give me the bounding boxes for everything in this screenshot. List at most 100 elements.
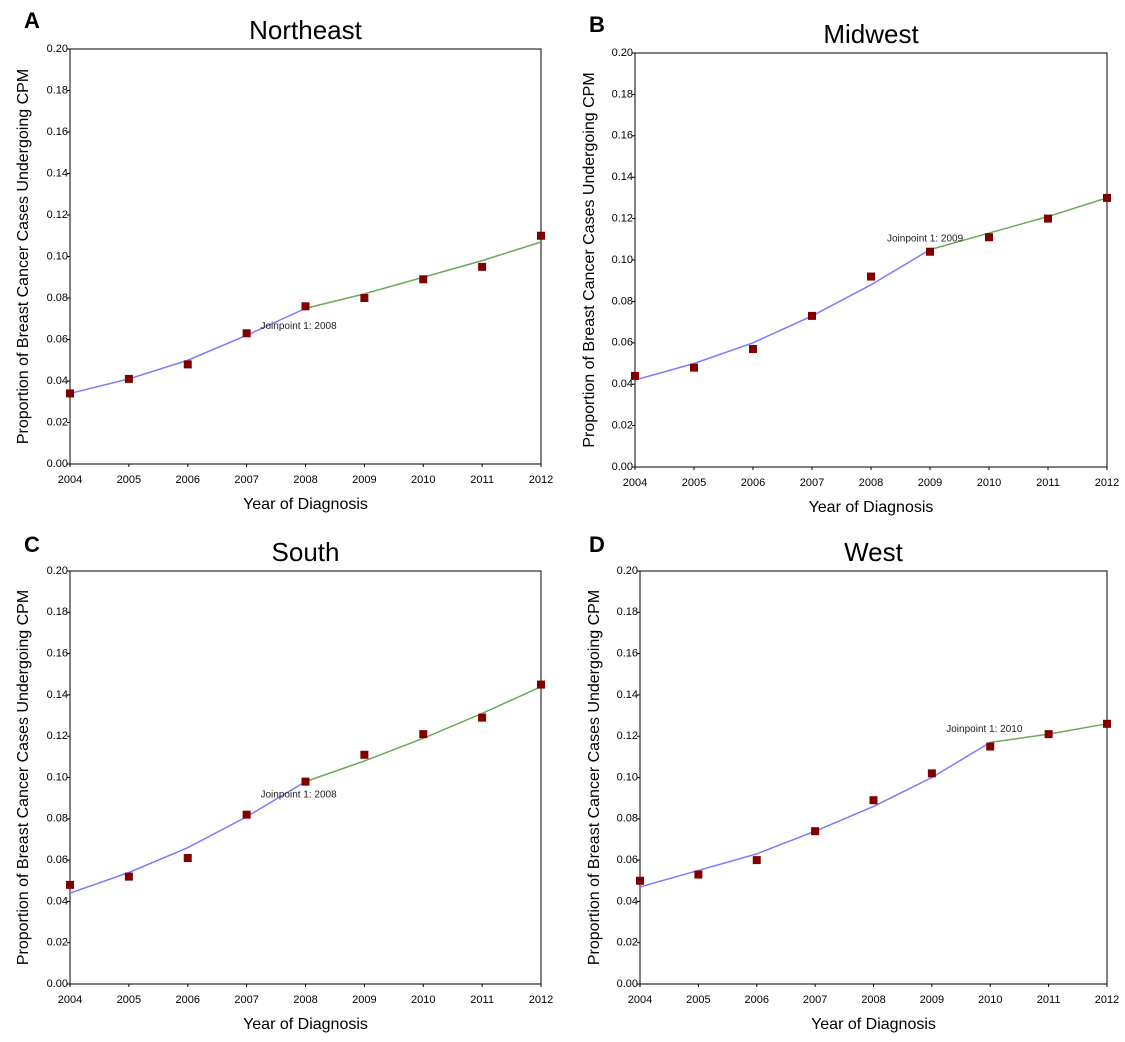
x-tick-label: 2008 [861,994,885,1006]
y-tick-label: 0.16 [617,648,638,660]
data-point [124,872,133,881]
x-tick-label: 2004 [623,477,647,489]
panel-title: Midwest [823,19,919,49]
y-tick-label: 0.08 [47,292,68,304]
panel-letter: B [589,12,605,37]
data-point [360,750,369,759]
panel: B Midwest Year of Diagnosis Proportion of B… [581,12,1119,516]
y-tick-label: 0.18 [47,84,68,96]
x-tick-label: 2006 [741,477,765,489]
x-tick-label: 2007 [803,994,827,1006]
x-tick-label: 2007 [234,994,258,1006]
y-tick-label: 0.14 [617,689,638,701]
data-point [986,742,995,751]
y-tick-label: 0.02 [612,420,633,432]
data-point [927,769,936,778]
data-point [752,856,761,865]
x-tick-label: 2012 [1095,994,1119,1006]
y-tick-label: 0.20 [612,47,633,59]
y-tick-label: 0.06 [47,854,68,866]
x-axis-label: Year of Diagnosis [243,496,368,513]
panel-title: West [844,537,904,567]
x-tick-label: 2009 [918,477,942,489]
x-tick-label: 2007 [234,474,258,486]
y-tick-label: 0.02 [617,937,638,949]
data-point [124,374,133,383]
panel: C South Year of Diagnosis Proportion of Bre… [15,532,553,1033]
data-point [985,233,993,242]
data-point [360,294,369,302]
y-tick-label: 0.14 [47,167,68,179]
y-tick-label: 0.16 [47,126,68,138]
y-tick-label: 0.12 [612,213,633,225]
data-point [242,329,251,338]
plot-frame [639,570,1108,985]
panel-title: Northeast [249,15,362,45]
x-tick-label: 2009 [352,994,376,1006]
y-axis-label: Proportion of Breast Cancer Cases Underg… [586,590,603,965]
y-tick-label: 0.08 [612,295,633,307]
y-tick-label: 0.02 [47,416,68,428]
x-tick-label: 2009 [920,994,944,1006]
data-point [690,363,698,372]
panel: D West Year of Diagnosis Proportion of Brea… [586,532,1119,1033]
x-tick-label: 2005 [682,477,706,489]
x-tick-label: 2008 [293,474,317,486]
y-tick-label: 0.02 [47,937,68,949]
y-tick-label: 0.06 [47,333,68,345]
y-tick-label: 0.10 [612,254,633,266]
panel: A Northeast Year of Diagnosis Proportion of… [15,8,553,513]
x-tick-label: 2006 [176,994,200,1006]
data-point [537,680,545,689]
x-tick-label: 2010 [978,994,1002,1006]
data-point [183,854,192,863]
data-point [301,302,310,311]
y-axis-label: Proportion of Breast Cancer Cases Underg… [581,72,598,447]
plot-frame [69,48,542,465]
y-tick-label: 0.10 [617,771,638,783]
fit-line [929,197,1108,251]
x-tick-label: 2005 [686,994,710,1006]
joinpoint-annotation: Joinpoint 1: 2010 [946,724,1023,735]
panel-letter: C [24,532,40,557]
x-tick-label: 2004 [58,994,82,1006]
x-tick-label: 2007 [800,477,824,489]
y-tick-label: 0.00 [47,978,68,990]
fit-line [69,780,306,894]
x-axis-label: Year of Diagnosis [243,1016,368,1033]
x-tick-label: 2010 [977,477,1001,489]
data-point [808,311,816,320]
joinpoint-annotation: Joinpoint 1: 2009 [887,233,964,244]
data-point [1044,214,1052,223]
data-point [694,870,703,879]
y-tick-label: 0.08 [617,813,638,825]
y-tick-label: 0.12 [47,730,68,742]
y-tick-label: 0.06 [617,854,638,866]
fit-line [305,685,542,783]
y-tick-label: 0.12 [47,209,68,221]
data-point [242,810,251,819]
y-tick-label: 0.04 [617,895,638,907]
y-axis-label: Proportion of Breast Cancer Cases Underg… [15,69,32,444]
data-point [811,827,820,836]
y-tick-label: 0.18 [617,606,638,618]
data-point [66,389,74,398]
x-tick-label: 2009 [352,474,376,486]
x-tick-label: 2004 [58,474,82,486]
data-point [636,876,644,885]
data-point [926,247,934,256]
panel-letter: A [24,8,40,33]
x-tick-label: 2012 [529,474,553,486]
data-point [537,231,545,240]
x-tick-label: 2010 [411,994,435,1006]
y-tick-label: 0.18 [47,606,68,618]
x-tick-label: 2011 [470,474,494,486]
data-point [478,262,487,271]
data-point [867,272,875,281]
joinpoint-annotation: Joinpoint 1: 2008 [261,789,338,800]
data-point [749,345,757,354]
data-point [1103,719,1111,728]
data-point [183,360,192,369]
